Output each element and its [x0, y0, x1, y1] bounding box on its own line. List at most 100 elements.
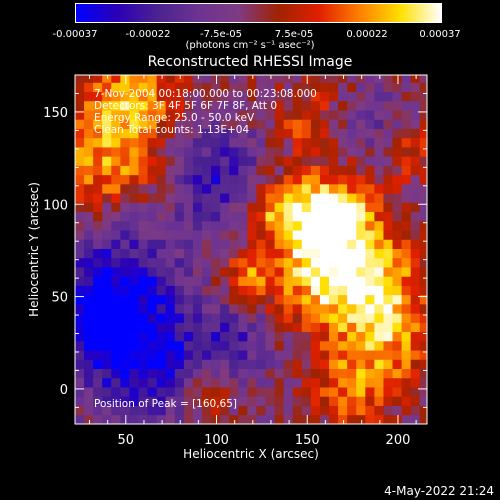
- heatmap-cell: [383, 137, 393, 148]
- heatmap-cell: [247, 313, 257, 323]
- heatmap-cell: [229, 128, 239, 139]
- heatmap-cell: [165, 377, 176, 388]
- heatmap-cell: [138, 340, 148, 351]
- heatmap-cell: [147, 119, 158, 129]
- heatmap-cell: [392, 387, 402, 397]
- heatmap-cell: [129, 202, 139, 213]
- heatmap-cell: [192, 359, 203, 370]
- colorbar-unit: (photons cm⁻² s⁻¹ asec⁻²): [185, 40, 315, 51]
- heatmap-cell: [274, 91, 285, 102]
- heatmap-cell: [102, 165, 112, 176]
- heatmap-cell: [374, 322, 384, 333]
- heatmap-cell: [211, 322, 221, 333]
- heatmap-cell: [165, 137, 176, 148]
- heatmap-cell: [202, 350, 212, 360]
- heatmap-cell: [183, 174, 194, 185]
- heatmap-cell: [310, 340, 321, 351]
- heatmap-cell: [238, 239, 248, 249]
- heatmap-cell: [220, 248, 230, 259]
- heatmap-cell: [129, 294, 139, 305]
- heatmap-cell: [220, 239, 230, 249]
- heatmap-cell: [84, 331, 94, 342]
- heatmap-cell: [156, 211, 167, 222]
- heatmap-cell: [220, 396, 230, 406]
- heatmap-cell: [120, 110, 130, 120]
- heatmap-cell: [75, 220, 85, 231]
- heatmap-cell: [329, 119, 339, 129]
- heatmap-cell: [147, 165, 158, 176]
- heatmap-cell: [165, 174, 176, 185]
- heatmap-cell: [174, 211, 185, 222]
- heatmap-cell: [84, 165, 94, 176]
- heatmap-cell: [156, 174, 167, 185]
- heatmap-cell: [111, 322, 121, 333]
- heatmap-cell: [229, 193, 239, 203]
- heatmap-cell: [129, 119, 139, 129]
- heatmap-cell: [75, 276, 85, 286]
- heatmap-cell: [75, 239, 85, 249]
- heatmap-cell: [338, 276, 348, 286]
- heatmap-cell: [174, 248, 185, 259]
- heatmap-cell: [138, 257, 148, 268]
- heatmap-cell: [211, 303, 221, 314]
- heatmap-cell: [138, 248, 148, 259]
- heatmap-cell: [138, 156, 148, 166]
- heatmap-cell: [93, 331, 103, 342]
- heatmap-cell: [202, 147, 212, 157]
- heatmap-cell: [265, 147, 275, 157]
- heatmap-cell: [310, 230, 321, 240]
- heatmap-cell: [338, 377, 348, 388]
- heatmap-cell: [310, 110, 321, 120]
- heatmap-cell: [329, 100, 339, 111]
- heatmap-cell: [401, 100, 412, 111]
- heatmap-cell: [319, 257, 330, 268]
- heatmap-cell: [238, 110, 248, 120]
- heatmap-cell: [247, 147, 257, 157]
- heatmap-cell: [356, 303, 366, 314]
- heatmap-cell: [319, 368, 330, 379]
- heatmap-cell: [283, 387, 294, 397]
- heatmap-cell: [274, 220, 285, 231]
- colorbar-gradient: [75, 3, 442, 23]
- heatmap-cell: [75, 322, 85, 333]
- heatmap-cell: [102, 387, 112, 397]
- heatmap-cell: [120, 322, 130, 333]
- heatmap-cell: [274, 239, 285, 249]
- heatmap-cell: [410, 137, 421, 148]
- heatmap-cell: [129, 91, 139, 102]
- heatmap-cell: [310, 350, 321, 360]
- heatmap-cell: [93, 128, 103, 139]
- heatmap-cell: [84, 239, 94, 249]
- heatmap-cell: [419, 230, 427, 240]
- heatmap-cell: [84, 156, 94, 166]
- heatmap-cell: [220, 322, 230, 333]
- heatmap-cell: [174, 313, 185, 323]
- heatmap-cell: [283, 220, 294, 231]
- heatmap-cell: [75, 174, 85, 185]
- heatmap-cell: [374, 147, 384, 157]
- heatmap-cell: [211, 174, 221, 185]
- heatmap-cell: [301, 405, 312, 416]
- heatmap-cell: [401, 147, 412, 157]
- heatmap-cell: [283, 267, 294, 277]
- heatmap-cell: [165, 285, 176, 296]
- heatmap-cell: [75, 202, 85, 213]
- heatmap-cell: [192, 100, 203, 111]
- heatmap-cell: [356, 100, 366, 111]
- heatmap-cell: [102, 202, 112, 213]
- heatmap-cell: [347, 202, 357, 213]
- heatmap-cell: [174, 110, 185, 120]
- heatmap-cell: [319, 220, 330, 231]
- heatmap-cell: [265, 137, 275, 148]
- heatmap-cell: [183, 331, 194, 342]
- heatmap-cell: [220, 230, 230, 240]
- heatmap-cell: [165, 220, 176, 231]
- heatmap-cell: [129, 183, 139, 194]
- heatmap-cell: [310, 396, 321, 406]
- heatmap-cell: [374, 137, 384, 148]
- heatmap-cell: [202, 91, 212, 102]
- heatmap-cell: [102, 82, 112, 93]
- heatmap-cell: [338, 91, 348, 102]
- heatmap-cell: [365, 100, 375, 111]
- heatmap-cell: [93, 239, 103, 249]
